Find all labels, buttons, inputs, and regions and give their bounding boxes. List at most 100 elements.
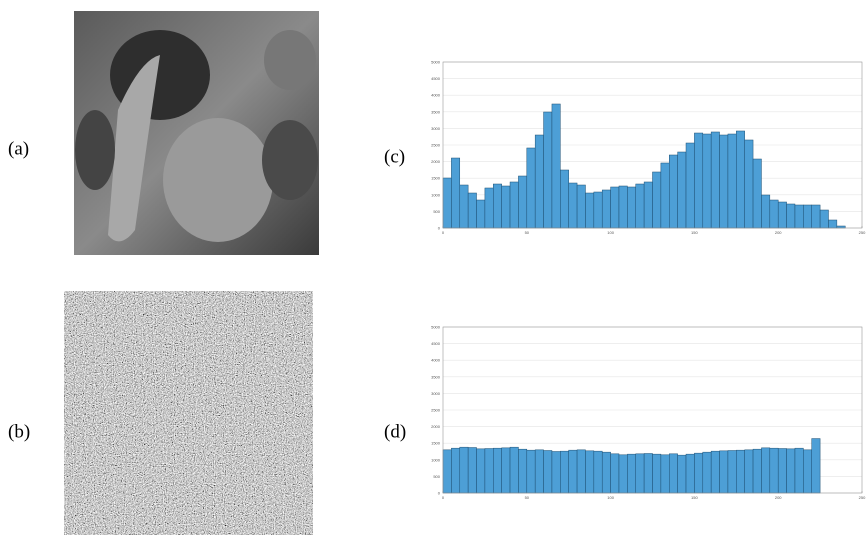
- bar: [611, 454, 619, 493]
- bar: [527, 148, 535, 228]
- y-tick-label: 4000: [431, 93, 441, 98]
- bar: [745, 140, 753, 228]
- y-tick-label: 500: [433, 474, 440, 479]
- x-tick-label: 50: [525, 230, 530, 235]
- bar: [644, 453, 652, 493]
- y-tick-label: 1000: [431, 457, 441, 462]
- bar: [787, 204, 795, 228]
- y-tick-label: 5000: [431, 60, 441, 65]
- bar: [720, 451, 728, 493]
- bar: [795, 205, 803, 228]
- y-tick-label: 1000: [431, 192, 441, 197]
- bar: [493, 448, 501, 493]
- bar: [535, 450, 543, 493]
- y-tick-label: 2500: [431, 143, 441, 148]
- bar: [636, 454, 644, 493]
- bar: [544, 112, 552, 228]
- bar: [569, 183, 577, 228]
- y-tick-label: 4000: [431, 358, 441, 363]
- bar: [552, 452, 560, 494]
- panel-label: (a): [8, 138, 29, 159]
- bar: [711, 132, 719, 228]
- bar: [653, 172, 661, 228]
- y-tick-label: 3000: [431, 126, 441, 131]
- figure: (a) (b) (c)05001000150020002500300035004…: [0, 0, 868, 535]
- bar: [711, 451, 719, 493]
- bar: [812, 439, 820, 493]
- bar: [594, 192, 602, 228]
- panel-label: (b): [8, 421, 30, 442]
- x-tick-label: 100: [607, 495, 614, 500]
- bar: [460, 185, 468, 228]
- panel-label: (c): [384, 146, 405, 167]
- bar: [828, 220, 836, 228]
- bar: [477, 449, 485, 493]
- bar: [485, 188, 493, 228]
- x-tick-label: 250: [859, 495, 866, 500]
- bar: [812, 205, 820, 228]
- panel-label: (d): [384, 421, 406, 442]
- y-tick-label: 0: [438, 226, 441, 231]
- bar: [518, 176, 526, 228]
- bar: [585, 451, 593, 493]
- bar: [669, 155, 677, 228]
- bar: [527, 450, 535, 493]
- bar: [686, 143, 694, 228]
- bar: [611, 187, 619, 228]
- y-tick-label: 1500: [431, 441, 441, 446]
- y-tick-label: 3500: [431, 374, 441, 379]
- x-tick-label: 0: [442, 230, 445, 235]
- bar: [795, 448, 803, 493]
- bar: [736, 131, 744, 228]
- bar: [502, 186, 510, 228]
- bar: [443, 450, 451, 493]
- bar: [661, 455, 669, 493]
- bar: [703, 134, 711, 228]
- y-tick-label: 4500: [431, 76, 441, 81]
- y-tick-label: 2000: [431, 424, 441, 429]
- bar: [602, 190, 610, 228]
- y-tick-label: 3500: [431, 109, 441, 114]
- bar: [585, 193, 593, 228]
- bar: [787, 449, 795, 493]
- bar: [535, 135, 543, 228]
- x-tick-label: 150: [691, 495, 698, 500]
- y-tick-label: 2000: [431, 159, 441, 164]
- x-tick-label: 150: [691, 230, 698, 235]
- bar: [761, 195, 769, 228]
- bar: [694, 453, 702, 493]
- bar: [627, 454, 635, 493]
- bar: [485, 449, 493, 493]
- bar: [577, 185, 585, 228]
- x-tick-label: 50: [525, 495, 530, 500]
- bar: [594, 451, 602, 493]
- bar: [803, 205, 811, 228]
- x-tick-label: 200: [775, 230, 782, 235]
- bar: [661, 163, 669, 228]
- bar: [518, 449, 526, 493]
- bar: [619, 186, 627, 228]
- x-tick-label: 200: [775, 495, 782, 500]
- bar: [619, 455, 627, 493]
- y-tick-label: 5000: [431, 325, 441, 330]
- bar: [678, 455, 686, 493]
- bar: [803, 450, 811, 493]
- y-tick-label: 2500: [431, 408, 441, 413]
- bar: [477, 200, 485, 228]
- bar: [736, 450, 744, 493]
- bar: [728, 134, 736, 228]
- bar: [460, 447, 468, 493]
- bar: [820, 210, 828, 228]
- bar: [703, 452, 711, 493]
- bar: [753, 449, 761, 493]
- bar: [686, 454, 694, 493]
- bar: [451, 448, 459, 493]
- bar: [569, 450, 577, 493]
- bar: [510, 447, 518, 493]
- y-tick-label: 1500: [431, 176, 441, 181]
- y-tick-label: 4500: [431, 341, 441, 346]
- y-tick-label: 0: [438, 491, 441, 496]
- bar: [560, 170, 568, 228]
- bar: [761, 448, 769, 493]
- bar: [560, 451, 568, 493]
